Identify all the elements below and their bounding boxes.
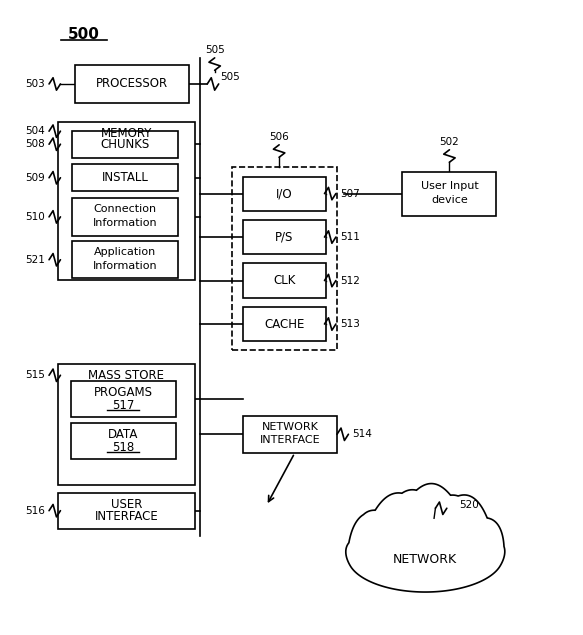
Text: Connection: Connection (93, 204, 157, 215)
Text: 516: 516 (25, 505, 45, 516)
Text: P/S: P/S (275, 231, 294, 244)
Text: 512: 512 (340, 276, 360, 286)
Text: Application: Application (94, 247, 156, 257)
Bar (58, 493, 195, 529)
Text: MEMORY: MEMORY (101, 126, 152, 140)
Bar (243, 416, 337, 453)
Text: CACHE: CACHE (264, 318, 304, 331)
Bar (72, 241, 178, 278)
Text: 506: 506 (269, 131, 289, 142)
Bar (71, 423, 176, 459)
Text: 505: 505 (220, 72, 240, 82)
Text: 504: 504 (25, 126, 45, 136)
Text: 510: 510 (25, 212, 45, 222)
Circle shape (421, 500, 469, 552)
Bar (243, 307, 326, 341)
Text: NETWORK: NETWORK (262, 422, 318, 432)
Text: CHUNKS: CHUNKS (100, 138, 150, 150)
Bar (75, 65, 189, 104)
Text: 521: 521 (25, 255, 45, 265)
Text: 511: 511 (340, 232, 360, 242)
Polygon shape (346, 484, 505, 592)
Bar (58, 364, 195, 485)
Text: PROGAMS: PROGAMS (94, 386, 153, 399)
Text: USER: USER (111, 498, 142, 511)
Text: 500: 500 (68, 27, 100, 43)
Circle shape (471, 537, 507, 576)
Text: INTERFACE: INTERFACE (94, 511, 159, 523)
Text: CLK: CLK (273, 274, 296, 287)
Circle shape (452, 517, 495, 563)
Text: 515: 515 (25, 370, 45, 380)
Text: I/O: I/O (276, 187, 293, 200)
Bar (243, 264, 326, 298)
Text: 509: 509 (25, 173, 45, 183)
Bar (243, 177, 326, 211)
Text: INSTALL: INSTALL (101, 171, 149, 184)
Text: 517: 517 (112, 399, 135, 411)
Text: 514: 514 (352, 429, 373, 439)
Bar (72, 131, 178, 158)
Text: Information: Information (93, 218, 157, 228)
Text: 503: 503 (25, 79, 45, 89)
Text: Information: Information (93, 261, 157, 271)
Circle shape (345, 538, 378, 575)
Text: INTERFACE: INTERFACE (260, 436, 321, 446)
Text: device: device (431, 195, 468, 205)
Ellipse shape (346, 524, 505, 601)
Text: DATA: DATA (108, 429, 139, 441)
Circle shape (441, 556, 480, 598)
Bar (71, 381, 176, 417)
Text: User Input: User Input (420, 182, 478, 191)
Bar (402, 171, 496, 217)
Bar (243, 220, 326, 254)
Circle shape (402, 558, 448, 608)
Text: 513: 513 (340, 319, 360, 329)
Bar (58, 122, 195, 280)
Circle shape (358, 515, 404, 565)
Text: NETWORK: NETWORK (393, 553, 457, 566)
Bar (72, 198, 178, 236)
Text: 518: 518 (112, 441, 135, 454)
Text: 507: 507 (340, 189, 360, 199)
Circle shape (371, 556, 409, 598)
Circle shape (383, 498, 436, 556)
Text: 508: 508 (25, 139, 45, 149)
Bar (72, 164, 178, 191)
Text: 505: 505 (205, 45, 224, 55)
Text: MASS STORE: MASS STORE (89, 369, 164, 382)
Bar (232, 166, 337, 350)
Text: 502: 502 (440, 137, 459, 147)
Text: 520: 520 (459, 500, 479, 510)
Text: PROCESSOR: PROCESSOR (96, 77, 168, 90)
